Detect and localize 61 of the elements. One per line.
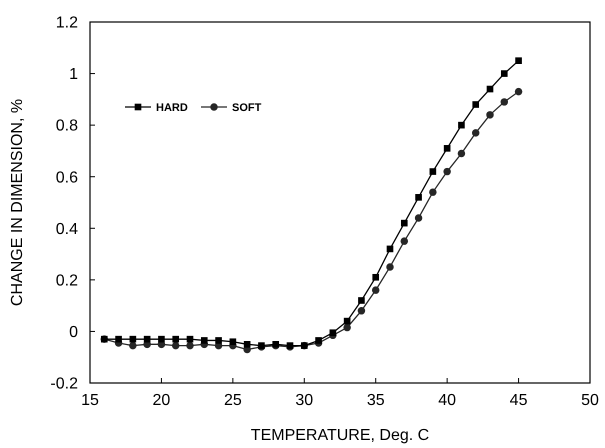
x-tick-label: 40 xyxy=(438,392,456,409)
point xyxy=(358,297,365,304)
x-tick-label: 25 xyxy=(224,392,242,409)
point xyxy=(486,86,494,92)
point xyxy=(429,188,437,196)
point xyxy=(130,336,136,342)
legend-label: HARD xyxy=(156,102,188,114)
point xyxy=(458,122,465,128)
point xyxy=(458,150,466,158)
x-tick-label: 15 xyxy=(81,392,99,409)
point xyxy=(343,324,351,332)
point xyxy=(129,342,137,350)
point xyxy=(386,263,394,271)
point xyxy=(486,111,494,119)
point xyxy=(414,214,422,222)
point xyxy=(344,318,350,324)
point xyxy=(472,129,480,137)
legend-label: SOFT xyxy=(232,102,262,114)
point xyxy=(315,337,322,344)
point xyxy=(372,274,380,281)
y-tick-label: 0.2 xyxy=(56,272,78,290)
point xyxy=(444,145,450,152)
y-tick-label: 0.4 xyxy=(56,220,78,238)
point xyxy=(515,57,522,64)
point xyxy=(172,342,180,350)
point xyxy=(415,194,422,201)
point xyxy=(500,98,508,106)
point xyxy=(244,341,250,348)
x-axis-title: TEMPERATURE, Deg. C xyxy=(250,427,430,444)
point xyxy=(472,101,480,108)
y-axis-title: CHANGE IN DIMENSION, % xyxy=(9,98,26,306)
point xyxy=(144,336,150,342)
point xyxy=(330,329,336,336)
x-tick-label: 20 xyxy=(152,392,170,409)
point xyxy=(358,307,366,315)
x-tick-label: 50 xyxy=(581,392,599,409)
x-tick-label: 45 xyxy=(510,392,528,409)
x-tick-label: 35 xyxy=(366,392,385,409)
point xyxy=(372,286,380,294)
point xyxy=(230,338,236,346)
y-tick-label: 0.6 xyxy=(56,169,78,186)
y-tick-label: 0.8 xyxy=(56,118,78,135)
point xyxy=(115,336,122,342)
y-tick-label: 1.2 xyxy=(56,14,78,32)
point xyxy=(158,336,165,342)
y-tick-label: 1 xyxy=(69,66,78,84)
point xyxy=(386,246,394,252)
point xyxy=(500,70,508,77)
x-tick-label: 30 xyxy=(295,392,314,409)
point xyxy=(186,342,194,350)
point xyxy=(430,168,436,175)
point xyxy=(200,337,208,344)
point xyxy=(215,337,222,344)
point xyxy=(186,336,194,342)
point xyxy=(400,237,408,245)
y-tick-label: -0.2 xyxy=(50,376,78,393)
point xyxy=(172,336,180,342)
point xyxy=(443,168,451,176)
point xyxy=(514,88,522,96)
y-tick-label: 0 xyxy=(69,324,78,342)
point xyxy=(400,220,408,226)
